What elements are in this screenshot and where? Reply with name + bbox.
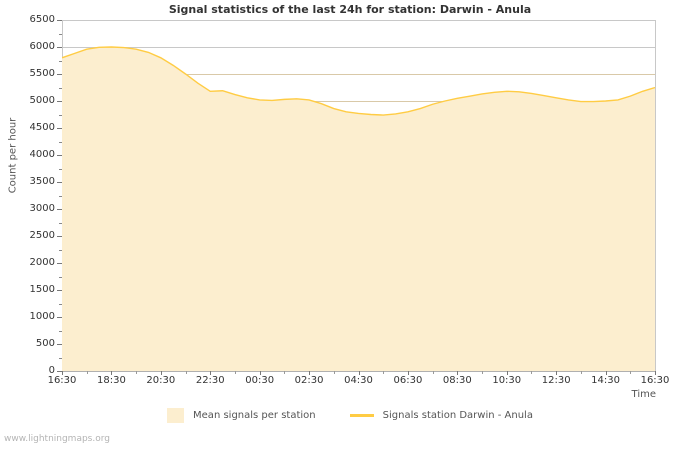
line-series-station-signals xyxy=(62,46,655,116)
attribution-text: www.lightningmaps.org xyxy=(4,434,110,444)
x-tick-minor xyxy=(432,371,434,374)
x-tick-mark xyxy=(358,371,360,375)
x-tick-mark xyxy=(506,371,508,375)
x-tick-label: 20:30 xyxy=(146,375,176,386)
y-tick-minor xyxy=(59,114,62,116)
x-tick-label: 12:30 xyxy=(541,375,571,386)
y-tick-mark xyxy=(57,344,62,345)
y-tick-label: 0 xyxy=(48,365,55,376)
y-tick-label: 1000 xyxy=(29,311,55,322)
y-tick-minor xyxy=(59,141,62,143)
x-tick-mark xyxy=(62,371,63,375)
y-tick-mark xyxy=(57,290,62,291)
y-tick-label: 2500 xyxy=(29,230,55,241)
area-series-mean-signals xyxy=(62,47,655,371)
legend-area-swatch-icon xyxy=(167,408,185,423)
x-tick-mark xyxy=(309,371,311,375)
x-tick-mark xyxy=(655,371,656,375)
x-tick-label: 16:30 xyxy=(47,375,77,386)
legend-item[interactable]: Mean signals per station xyxy=(167,408,316,423)
x-tick-mark xyxy=(457,371,459,375)
x-tick-label: 00:30 xyxy=(245,375,275,386)
plot-border-top xyxy=(62,20,656,21)
y-tick-label: 5500 xyxy=(29,68,55,79)
y-tick-minor xyxy=(59,168,62,170)
x-axis-label: Time xyxy=(631,389,656,400)
x-tick-minor xyxy=(333,371,335,374)
x-tick-minor xyxy=(185,371,187,374)
x-tick-minor xyxy=(383,371,385,374)
legend-label: Signals station Darwin - Anula xyxy=(382,410,533,421)
y-tick-label: 6500 xyxy=(29,14,55,25)
gridline xyxy=(62,101,655,102)
y-tick-label: 5000 xyxy=(29,95,55,106)
y-tick-minor xyxy=(59,87,62,89)
y-tick-mark xyxy=(57,317,62,318)
x-tick-label: 14:30 xyxy=(591,375,620,386)
legend-line-swatch-icon xyxy=(349,414,374,417)
x-tick-label: 22:30 xyxy=(195,375,225,386)
chart-title: Signal statistics of the last 24h for st… xyxy=(168,3,532,16)
y-tick-minor xyxy=(59,303,62,305)
y-tick-mark xyxy=(57,236,62,237)
x-tick-minor xyxy=(136,371,138,374)
y-tick-minor xyxy=(59,60,62,62)
x-tick-label: 16:30 xyxy=(640,375,670,386)
y-tick-minor xyxy=(59,195,62,197)
gridline xyxy=(62,74,655,75)
y-tick-label: 1500 xyxy=(29,284,55,295)
x-tick-minor xyxy=(531,371,533,374)
y-tick-minor xyxy=(59,33,62,35)
x-tick-label: 18:30 xyxy=(96,375,126,386)
x-tick-mark xyxy=(111,371,113,375)
y-tick-minor xyxy=(59,330,62,332)
y-tick-label: 2000 xyxy=(29,257,55,268)
chart-legend: Mean signals per station Signals station … xyxy=(0,408,700,423)
y-tick-mark xyxy=(57,182,62,183)
x-tick-mark xyxy=(160,371,162,375)
y-tick-label: 500 xyxy=(35,338,55,349)
y-tick-mark xyxy=(57,101,62,102)
y-tick-label: 4000 xyxy=(29,149,55,160)
x-tick-minor xyxy=(482,371,484,374)
x-tick-mark xyxy=(605,371,607,375)
y-tick-label: 4500 xyxy=(29,122,55,133)
y-tick-minor xyxy=(59,222,62,224)
x-tick-mark xyxy=(210,371,212,375)
y-tick-mark xyxy=(57,74,62,75)
y-tick-mark xyxy=(57,155,62,156)
legend-label: Mean signals per station xyxy=(193,410,316,421)
x-tick-minor xyxy=(630,371,632,374)
x-tick-label: 06:30 xyxy=(393,375,423,386)
y-tick-label: 6000 xyxy=(29,41,55,52)
plot-area xyxy=(62,20,655,371)
plot-border-right xyxy=(655,20,656,372)
y-tick-label: 3500 xyxy=(29,176,55,187)
y-tick-mark xyxy=(57,20,62,21)
gridline xyxy=(62,47,655,48)
y-tick-mark xyxy=(57,371,62,372)
x-tick-minor xyxy=(580,371,582,374)
x-tick-label: 10:30 xyxy=(492,375,522,386)
y-tick-mark xyxy=(57,47,62,48)
y-tick-minor xyxy=(59,357,62,359)
x-tick-mark xyxy=(407,371,409,375)
legend-item[interactable]: Signals station Darwin - Anula xyxy=(349,410,533,421)
x-tick-minor xyxy=(86,371,88,374)
x-tick-label: 08:30 xyxy=(442,375,472,386)
x-tick-label: 04:30 xyxy=(344,375,373,386)
x-tick-mark xyxy=(259,371,261,375)
y-tick-minor xyxy=(59,249,62,251)
y-tick-mark xyxy=(57,209,62,210)
x-tick-label: 02:30 xyxy=(294,375,324,386)
x-tick-mark xyxy=(556,371,558,375)
series-plot xyxy=(62,46,655,371)
x-tick-minor xyxy=(234,371,236,374)
y-tick-mark xyxy=(57,128,62,129)
y-tick-label: 3000 xyxy=(29,203,55,214)
y-tick-minor xyxy=(59,276,62,278)
x-tick-minor xyxy=(284,371,286,374)
y-tick-mark xyxy=(57,263,62,264)
